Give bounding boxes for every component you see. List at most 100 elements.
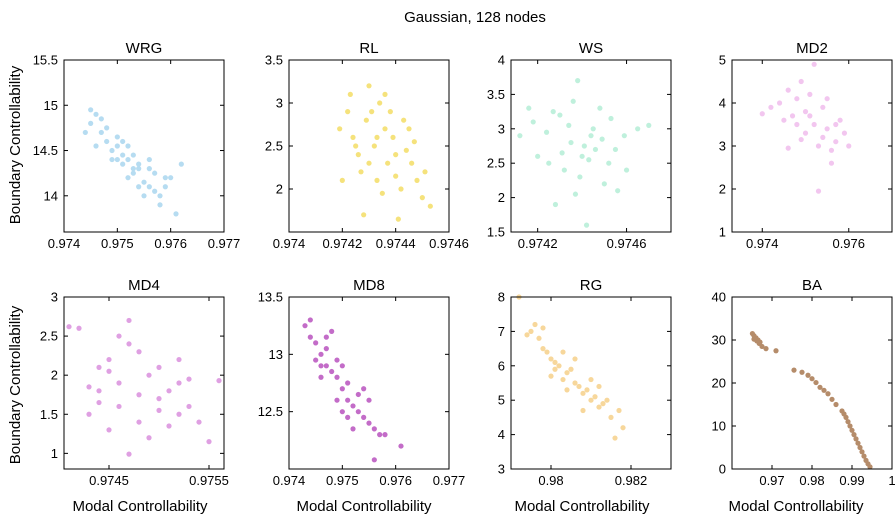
data-point <box>575 78 581 84</box>
data-point <box>592 146 599 153</box>
data-point <box>596 404 602 410</box>
data-point <box>136 161 142 167</box>
data-point <box>126 341 132 347</box>
panel-title: BA <box>802 277 822 294</box>
x-tick-label: 0.98 <box>538 473 563 488</box>
x-tick-label: 0.9746 <box>429 236 469 251</box>
data-point <box>76 325 82 331</box>
plot-frame <box>63 296 225 470</box>
data-point <box>114 134 120 140</box>
data-point <box>318 374 324 380</box>
x-tick-label: 0.9742 <box>518 236 558 251</box>
data-point <box>776 100 783 106</box>
data-point <box>773 348 779 354</box>
data-point <box>414 177 420 183</box>
data-point <box>358 169 364 175</box>
y-tick-label: 1 <box>719 225 726 240</box>
data-point <box>612 435 618 441</box>
data-point <box>106 427 112 433</box>
data-point <box>120 138 126 145</box>
data-point <box>109 147 115 154</box>
data-point <box>157 202 163 208</box>
data-point <box>157 193 163 199</box>
y-tick-label: 1.5 <box>487 225 505 240</box>
x-tick-label: 0.98 <box>799 473 824 488</box>
data-point <box>350 426 356 432</box>
data-point <box>865 461 871 467</box>
figure-title: Gaussian, 128 nodes <box>404 9 546 26</box>
data-point <box>136 184 142 190</box>
y-tick-label: 13.5 <box>258 290 283 305</box>
x-tick-label: 0.976 <box>154 236 187 251</box>
data-point <box>88 107 94 113</box>
data-point <box>66 324 72 330</box>
data-point <box>536 335 542 341</box>
data-point <box>109 156 115 163</box>
data-point <box>82 129 88 136</box>
data-point <box>620 425 626 431</box>
data-point <box>120 161 126 167</box>
data-point <box>136 166 142 172</box>
data-point <box>152 170 158 176</box>
data-point <box>355 391 361 398</box>
data-point <box>615 188 621 194</box>
data-point <box>88 120 94 126</box>
y-tick-label: 14 <box>44 188 58 203</box>
x-tick-label: 0.9745 <box>89 473 129 488</box>
data-point <box>568 366 574 372</box>
data-point <box>382 432 388 438</box>
data-point <box>374 134 380 140</box>
data-point <box>382 91 388 97</box>
y-tick-label: 3.5 <box>265 53 283 68</box>
y-tick-label: 2.5 <box>265 139 283 154</box>
data-point <box>596 383 602 390</box>
data-point <box>853 436 859 442</box>
y-tick-label: 14.5 <box>33 143 58 158</box>
data-point <box>136 349 142 355</box>
data-point <box>552 359 558 365</box>
data-point <box>572 191 579 197</box>
x-tick-label: 0.974 <box>273 473 306 488</box>
data-point <box>156 407 162 413</box>
data-point <box>847 423 853 429</box>
data-point <box>532 321 538 328</box>
data-point <box>813 379 819 386</box>
data-point <box>857 444 863 451</box>
data-point <box>162 184 168 190</box>
plot-frame <box>510 296 672 470</box>
data-point <box>390 134 396 140</box>
data-point <box>345 380 351 386</box>
data-point <box>789 113 796 119</box>
data-point <box>576 383 582 390</box>
data-point <box>379 190 385 196</box>
data-point <box>366 397 372 403</box>
data-point <box>849 427 855 433</box>
y-axis-label-top: Boundary Controllability <box>7 65 24 224</box>
data-point <box>350 134 356 140</box>
data-point <box>427 203 433 209</box>
y-tick-label: 13 <box>269 347 283 362</box>
data-point <box>608 115 614 122</box>
data-point <box>345 397 351 403</box>
data-point <box>635 126 641 132</box>
data-point <box>406 126 412 132</box>
panel-title: MD4 <box>128 277 160 294</box>
data-point <box>120 152 126 158</box>
y-tick-label: 6 <box>498 358 505 373</box>
data-point <box>125 175 131 181</box>
data-point <box>361 212 367 218</box>
data-point <box>334 357 340 363</box>
data-point <box>798 78 804 85</box>
data-point <box>580 390 586 396</box>
data-point <box>176 356 182 363</box>
data-point <box>361 414 367 420</box>
data-point <box>361 386 367 392</box>
data-point <box>323 334 329 340</box>
data-point <box>600 401 606 407</box>
data-point <box>371 143 377 149</box>
data-point <box>313 340 319 346</box>
data-point <box>846 143 852 149</box>
data-point <box>114 156 120 163</box>
data-point <box>794 121 800 128</box>
data-point <box>345 109 351 115</box>
